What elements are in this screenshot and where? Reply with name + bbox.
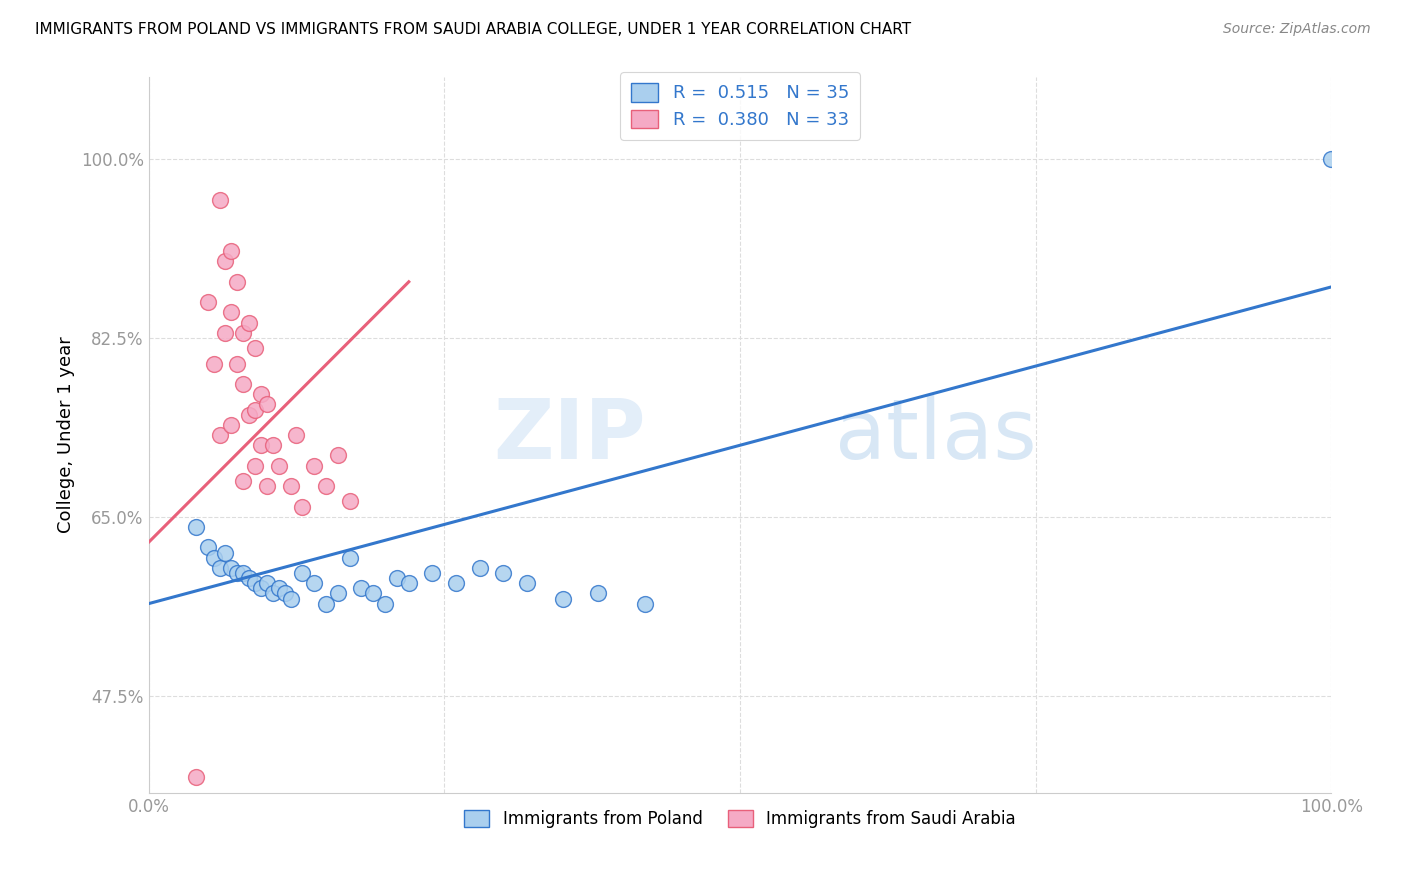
Point xyxy=(326,586,349,600)
Point xyxy=(232,566,254,580)
Point xyxy=(516,576,538,591)
Point xyxy=(374,597,396,611)
Point xyxy=(326,449,349,463)
Point xyxy=(302,576,325,591)
Point xyxy=(238,316,260,330)
Point xyxy=(339,550,361,565)
Text: ZIP: ZIP xyxy=(494,394,645,475)
Point xyxy=(226,275,249,289)
Point xyxy=(243,458,266,473)
Point xyxy=(226,357,249,371)
Point xyxy=(202,550,225,565)
Point xyxy=(221,417,243,432)
Point xyxy=(586,586,609,600)
Point xyxy=(243,341,266,355)
Point xyxy=(385,571,408,585)
Text: IMMIGRANTS FROM POLAND VS IMMIGRANTS FROM SAUDI ARABIA COLLEGE, UNDER 1 YEAR COR: IMMIGRANTS FROM POLAND VS IMMIGRANTS FRO… xyxy=(35,22,911,37)
Point xyxy=(551,591,574,606)
Point xyxy=(267,582,290,596)
Point xyxy=(444,576,467,591)
Point xyxy=(250,387,273,401)
Point xyxy=(350,582,373,596)
Point xyxy=(250,438,273,452)
Point xyxy=(363,586,385,600)
Point xyxy=(315,597,337,611)
Point xyxy=(184,770,207,784)
Point xyxy=(243,402,266,417)
Point xyxy=(302,458,325,473)
Point xyxy=(1320,152,1343,166)
Point xyxy=(398,576,420,591)
Point xyxy=(492,566,515,580)
Point xyxy=(226,566,249,580)
Point xyxy=(208,561,231,575)
Point xyxy=(214,545,236,559)
Text: atlas: atlas xyxy=(835,394,1036,475)
Point xyxy=(197,295,219,310)
Point xyxy=(221,305,243,319)
Point xyxy=(243,576,266,591)
Point xyxy=(221,244,243,259)
Point xyxy=(232,474,254,488)
Point xyxy=(280,479,302,493)
Point xyxy=(232,326,254,340)
Point xyxy=(262,438,284,452)
Point xyxy=(238,571,260,585)
Point xyxy=(256,479,278,493)
Point xyxy=(208,193,231,207)
Point xyxy=(262,586,284,600)
Text: Source: ZipAtlas.com: Source: ZipAtlas.com xyxy=(1223,22,1371,37)
Point xyxy=(422,566,444,580)
Point xyxy=(339,494,361,508)
Point xyxy=(291,500,314,514)
Point xyxy=(214,254,236,268)
Point xyxy=(250,582,273,596)
Point xyxy=(197,541,219,555)
Point xyxy=(315,479,337,493)
Point xyxy=(214,326,236,340)
Point xyxy=(208,428,231,442)
Point xyxy=(280,591,302,606)
Point xyxy=(273,586,295,600)
Point xyxy=(285,428,308,442)
Point xyxy=(468,561,491,575)
Point xyxy=(291,566,314,580)
Point xyxy=(238,408,260,422)
Point xyxy=(202,357,225,371)
Point xyxy=(232,376,254,391)
Point xyxy=(221,561,243,575)
Point xyxy=(256,397,278,411)
Legend: Immigrants from Poland, Immigrants from Saudi Arabia: Immigrants from Poland, Immigrants from … xyxy=(458,803,1022,834)
Point xyxy=(256,576,278,591)
Point xyxy=(267,458,290,473)
Point xyxy=(184,520,207,534)
Point xyxy=(634,597,657,611)
Y-axis label: College, Under 1 year: College, Under 1 year xyxy=(58,336,75,533)
